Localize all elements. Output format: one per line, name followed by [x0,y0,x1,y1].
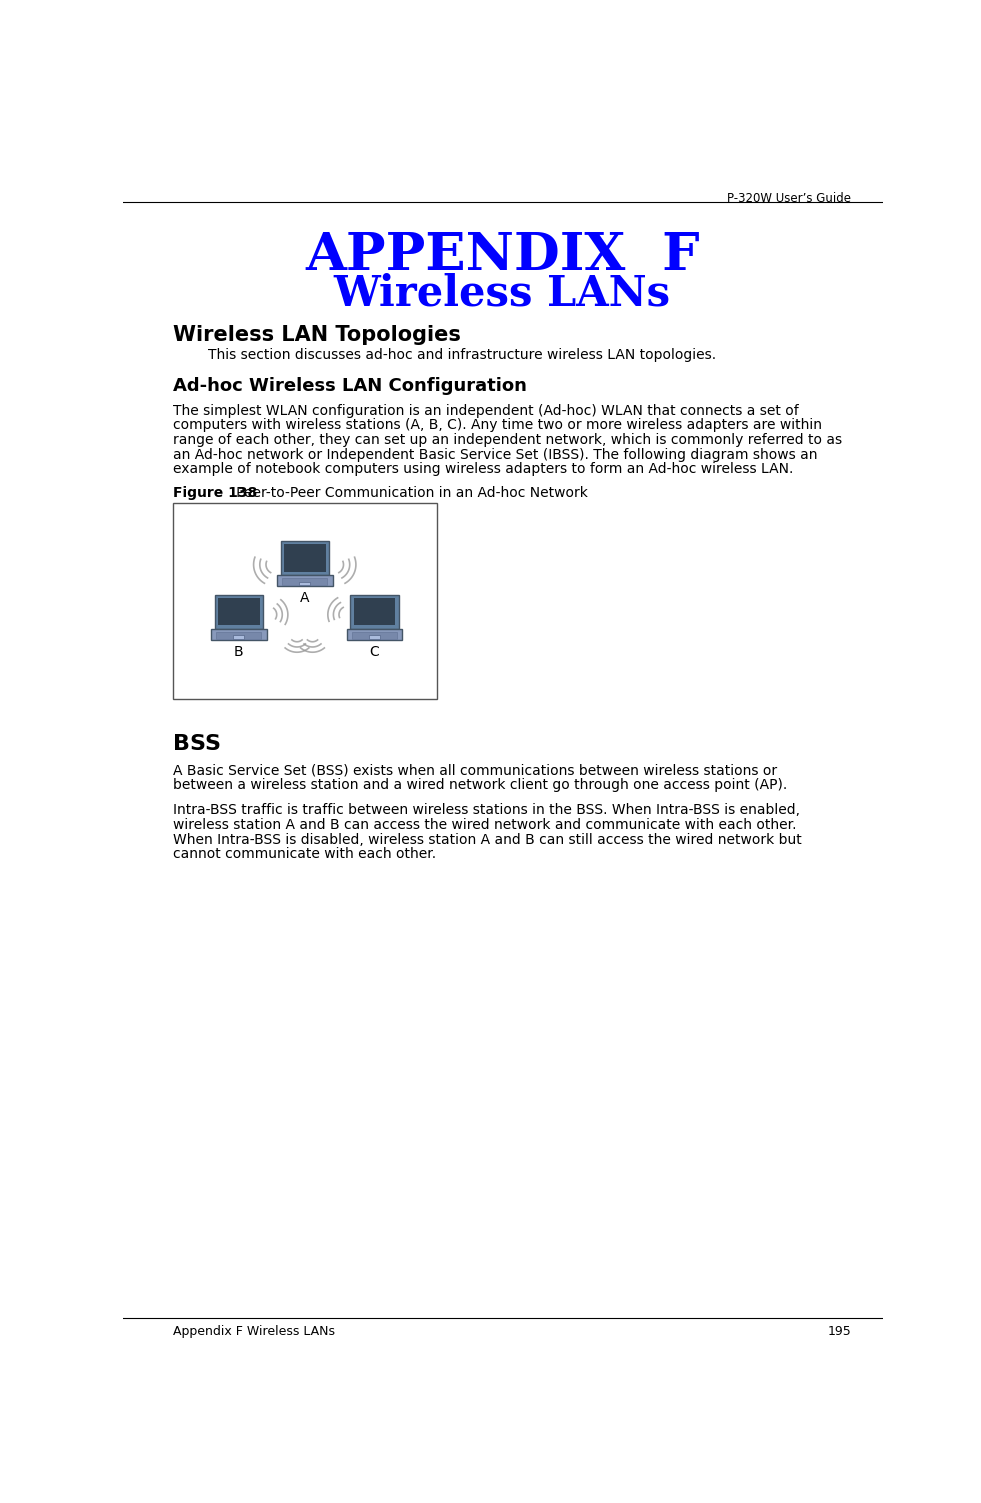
Text: The simplest WLAN configuration is an independent (Ad-hoc) WLAN that connects a : The simplest WLAN configuration is an in… [173,404,799,418]
Text: cannot communicate with each other.: cannot communicate with each other. [173,848,437,861]
Bar [346,628,402,640]
Text: Figure 138: Figure 138 [173,485,257,500]
Text: APPENDIX  F: APPENDIX F [305,230,699,281]
Bar [211,628,267,640]
Bar [217,631,261,639]
Text: When Intra-BSS is disabled, wireless station A and B can still access the wired : When Intra-BSS is disabled, wireless sta… [173,833,801,846]
Text: computers with wireless stations (A, B, C). Any time two or more wireless adapte: computers with wireless stations (A, B, … [173,418,822,433]
Bar [218,598,260,625]
Bar [277,574,333,586]
Text: Appendix F Wireless LANs: Appendix F Wireless LANs [173,1326,335,1338]
Bar [353,598,395,625]
Bar [369,636,380,639]
Text: between a wireless station and a wired network client go through one access poin: between a wireless station and a wired n… [173,779,787,792]
Text: This section discusses ad-hoc and infrastructure wireless LAN topologies.: This section discusses ad-hoc and infras… [208,349,716,362]
Text: Wireless LANs: Wireless LANs [334,272,671,314]
Text: 195: 195 [827,1326,852,1338]
Text: an Ad-hoc network or Independent Basic Service Set (IBSS). The following diagram: an Ad-hoc network or Independent Basic S… [173,448,817,461]
Text: range of each other, they can set up an independent network, which is commonly r: range of each other, they can set up an … [173,433,842,446]
Bar [215,595,263,628]
Text: A: A [300,591,309,604]
Bar [233,636,244,639]
Bar [283,577,328,585]
Bar [350,595,398,628]
Text: Peer-to-Peer Communication in an Ad-hoc Network: Peer-to-Peer Communication in an Ad-hoc … [224,485,589,500]
Text: C: C [370,645,380,658]
Bar [281,541,329,574]
Text: Ad-hoc Wireless LAN Configuration: Ad-hoc Wireless LAN Configuration [173,377,527,395]
Text: Intra-BSS traffic is traffic between wireless stations in the BSS. When Intra-BS: Intra-BSS traffic is traffic between wir… [173,803,800,818]
Bar [284,544,326,571]
Text: A Basic Service Set (BSS) exists when all communications between wireless statio: A Basic Service Set (BSS) exists when al… [173,764,777,777]
Text: wireless station A and B can access the wired network and communicate with each : wireless station A and B can access the … [173,818,797,833]
Text: B: B [234,645,243,658]
Bar [299,582,310,585]
Bar [352,631,397,639]
Bar [173,504,437,699]
Text: P-320W User’s Guide: P-320W User’s Guide [727,192,852,204]
Text: BSS: BSS [173,733,221,755]
Text: example of notebook computers using wireless adapters to form an Ad-hoc wireless: example of notebook computers using wire… [173,463,794,476]
Text: Wireless LAN Topologies: Wireless LAN Topologies [173,325,461,346]
